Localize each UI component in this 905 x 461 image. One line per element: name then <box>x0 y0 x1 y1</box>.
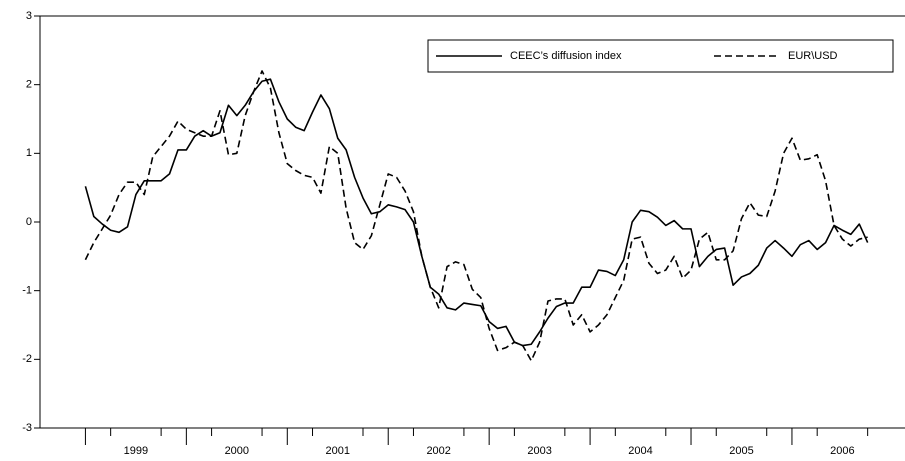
legend-box <box>427 39 894 73</box>
y-tick-label: -3 <box>22 422 32 434</box>
x-tick-label: 2003 <box>527 445 551 457</box>
x-tick-label: 1999 <box>124 445 148 457</box>
legend-label: CEEC’s diffusion index <box>510 50 622 62</box>
x-tick-label: 2006 <box>830 445 854 457</box>
y-tick-label: -1 <box>22 285 32 297</box>
y-tick-label: 1 <box>26 147 32 159</box>
x-tick-label: 2002 <box>426 445 450 457</box>
x-tick-label: 2004 <box>628 445 652 457</box>
y-tick-label: -2 <box>22 353 32 365</box>
series-line <box>84 70 868 362</box>
x-tick-label: 2001 <box>326 445 350 457</box>
x-tick-label: 2000 <box>225 445 249 457</box>
legend-label: EUR\USD <box>788 50 838 62</box>
series-line <box>84 78 869 347</box>
y-tick-label: 3 <box>26 10 32 22</box>
x-tick-label: 2005 <box>729 445 753 457</box>
y-tick-label: 0 <box>26 216 32 228</box>
y-tick-label: 2 <box>26 79 32 91</box>
